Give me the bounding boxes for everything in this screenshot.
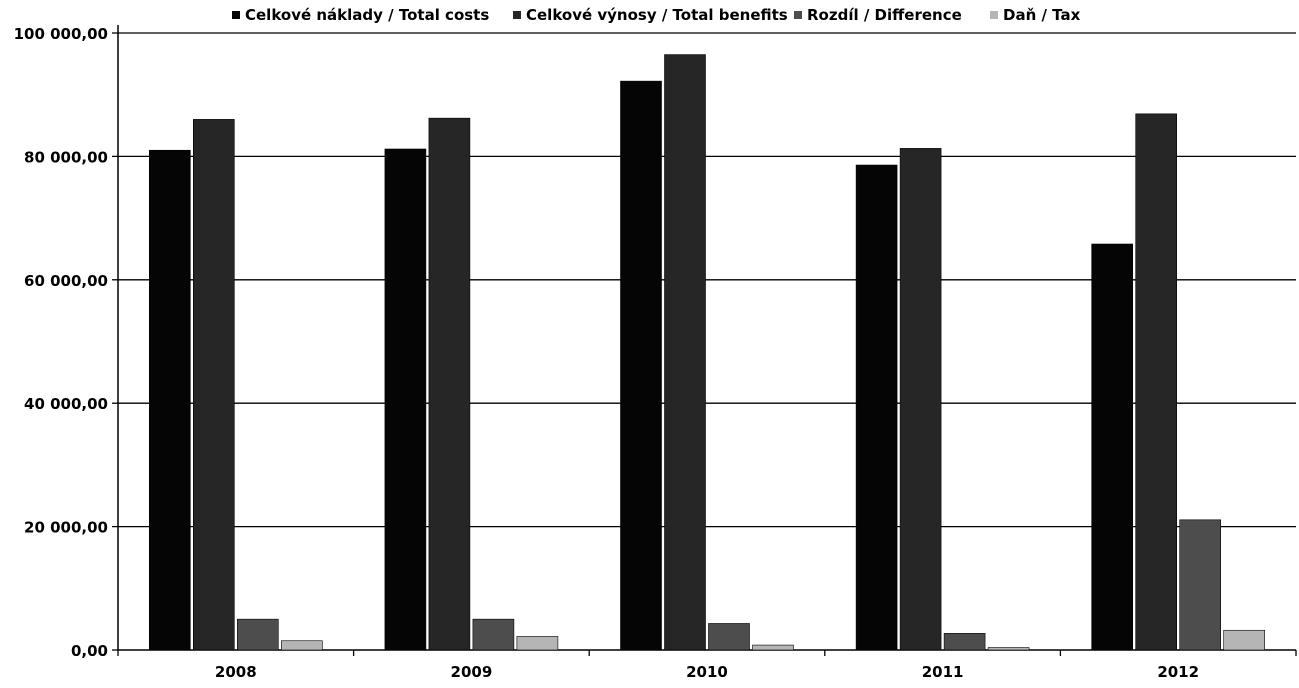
bar	[237, 618, 279, 651]
legend-label-total-benefits: Celkové výnosy / Total benefits	[526, 6, 788, 24]
bar	[899, 148, 942, 651]
legend-swatch-difference	[794, 11, 802, 19]
bar	[516, 636, 559, 651]
bar	[943, 633, 986, 651]
x-tick-label: 2012	[1157, 663, 1199, 681]
x-tick-label: 2009	[451, 663, 493, 681]
bar	[472, 618, 515, 651]
bar	[708, 623, 750, 651]
chart-legend: Celkové náklady / Total costs Celkové vý…	[0, 0, 1299, 30]
x-tick-label: 2011	[922, 663, 964, 681]
x-tick-label: 2010	[686, 663, 728, 681]
bar	[620, 80, 662, 651]
y-tick-label: 80 000,00	[24, 148, 108, 166]
bar	[987, 647, 1030, 651]
bar	[752, 644, 794, 651]
legend-item-total-costs: Celkové náklady / Total costs	[232, 6, 489, 24]
y-tick-label: 20 000,00	[24, 519, 108, 537]
bar	[855, 164, 898, 651]
y-tick-label: 60 000,00	[24, 272, 108, 290]
legend-label-tax: Daň / Tax	[1003, 6, 1081, 24]
bar	[664, 54, 706, 651]
bar	[1179, 519, 1221, 651]
legend-item-total-benefits: Celkové výnosy / Total benefits	[513, 6, 788, 24]
bar	[1223, 629, 1265, 651]
bar	[1091, 243, 1133, 651]
bar	[149, 149, 191, 651]
legend-label-difference: Rozdíl / Difference	[807, 6, 962, 24]
bar	[280, 640, 323, 651]
bar	[384, 148, 427, 651]
y-tick-label: 40 000,00	[24, 395, 108, 413]
bar	[1135, 113, 1177, 651]
y-tick-label: 0,00	[71, 642, 108, 660]
x-tick-label: 2008	[215, 663, 257, 681]
legend-swatch-total-benefits	[513, 11, 521, 19]
legend-label-total-costs: Celkové náklady / Total costs	[245, 6, 490, 24]
legend-swatch-tax	[990, 11, 998, 19]
bar	[193, 119, 235, 651]
legend-item-tax: Daň / Tax	[990, 6, 1080, 24]
bar	[428, 117, 471, 651]
legend-swatch-total-costs	[232, 11, 240, 19]
y-tick-label: 100 000,00	[14, 25, 108, 43]
legend-item-difference: Rozdíl / Difference	[794, 6, 962, 24]
